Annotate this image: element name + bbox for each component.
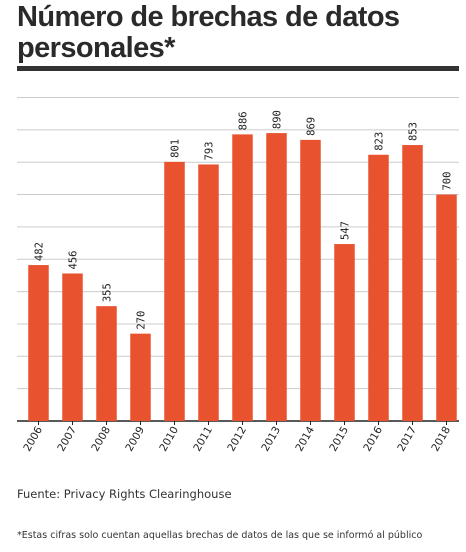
x-tick-label-2008: 2008	[89, 425, 113, 454]
x-tick-label-2013: 2013	[259, 425, 283, 454]
data-label-2006: 482	[34, 242, 46, 261]
bar-2011	[198, 164, 219, 421]
bar-2006	[28, 265, 49, 421]
x-tick-label-2015: 2015	[327, 425, 351, 454]
bar-2009	[130, 333, 151, 421]
data-label-2018: 700	[442, 172, 454, 191]
data-label-2010: 801	[170, 139, 182, 158]
data-label-2016: 823	[374, 132, 386, 151]
bar-2018	[436, 194, 457, 421]
bar-2013	[266, 133, 287, 421]
x-tick-label-2009: 2009	[123, 425, 147, 454]
x-tick-label-2007: 2007	[55, 425, 79, 454]
x-tick-label-2014: 2014	[293, 424, 317, 453]
bar-2012	[232, 134, 253, 421]
bar-2008	[96, 306, 117, 421]
data-label-2009: 270	[136, 311, 148, 330]
x-tick-label-2006: 2006	[21, 424, 45, 453]
data-label-2007: 456	[68, 251, 80, 270]
bar-2014	[300, 139, 321, 422]
x-tick-label-2011: 2011	[191, 425, 215, 454]
x-tick-label-2018: 2018	[429, 425, 453, 454]
footnote: *Estas cifras solo cuentan aquellas brec…	[17, 530, 423, 541]
data-label-2013: 890	[272, 110, 284, 129]
data-label-2017: 853	[408, 122, 420, 141]
x-tick-label-2010: 2010	[157, 425, 181, 454]
bar-2017	[402, 145, 423, 421]
bar-2015	[334, 244, 355, 421]
data-label-2012: 886	[238, 111, 250, 130]
data-label-2011: 793	[204, 141, 216, 160]
chart-title: Número de brechas de datos personales*	[17, 1, 400, 64]
bar-2007	[62, 273, 83, 421]
bar-2016	[368, 154, 389, 421]
x-tick-label-2016: 2016	[361, 424, 385, 453]
data-label-2014: 869	[306, 117, 318, 136]
source-note: Fuente: Privacy Rights Clearinghouse	[17, 487, 232, 501]
bars	[28, 133, 457, 422]
title-rule	[17, 66, 459, 71]
x-tick-label-2012: 2012	[225, 425, 249, 454]
x-tick-label-2017: 2017	[395, 425, 419, 454]
data-label-2008: 355	[102, 283, 114, 302]
bar-2010	[164, 161, 185, 421]
data-labels: 482 456 355 270 801 793 886 890 869 547 823 853 700	[34, 110, 454, 330]
data-label-2015: 547	[340, 221, 352, 240]
x-tick-labels: 2006 2007 2008 2009 2010 2011 2012 2013 2014 2015…	[21, 421, 453, 454]
